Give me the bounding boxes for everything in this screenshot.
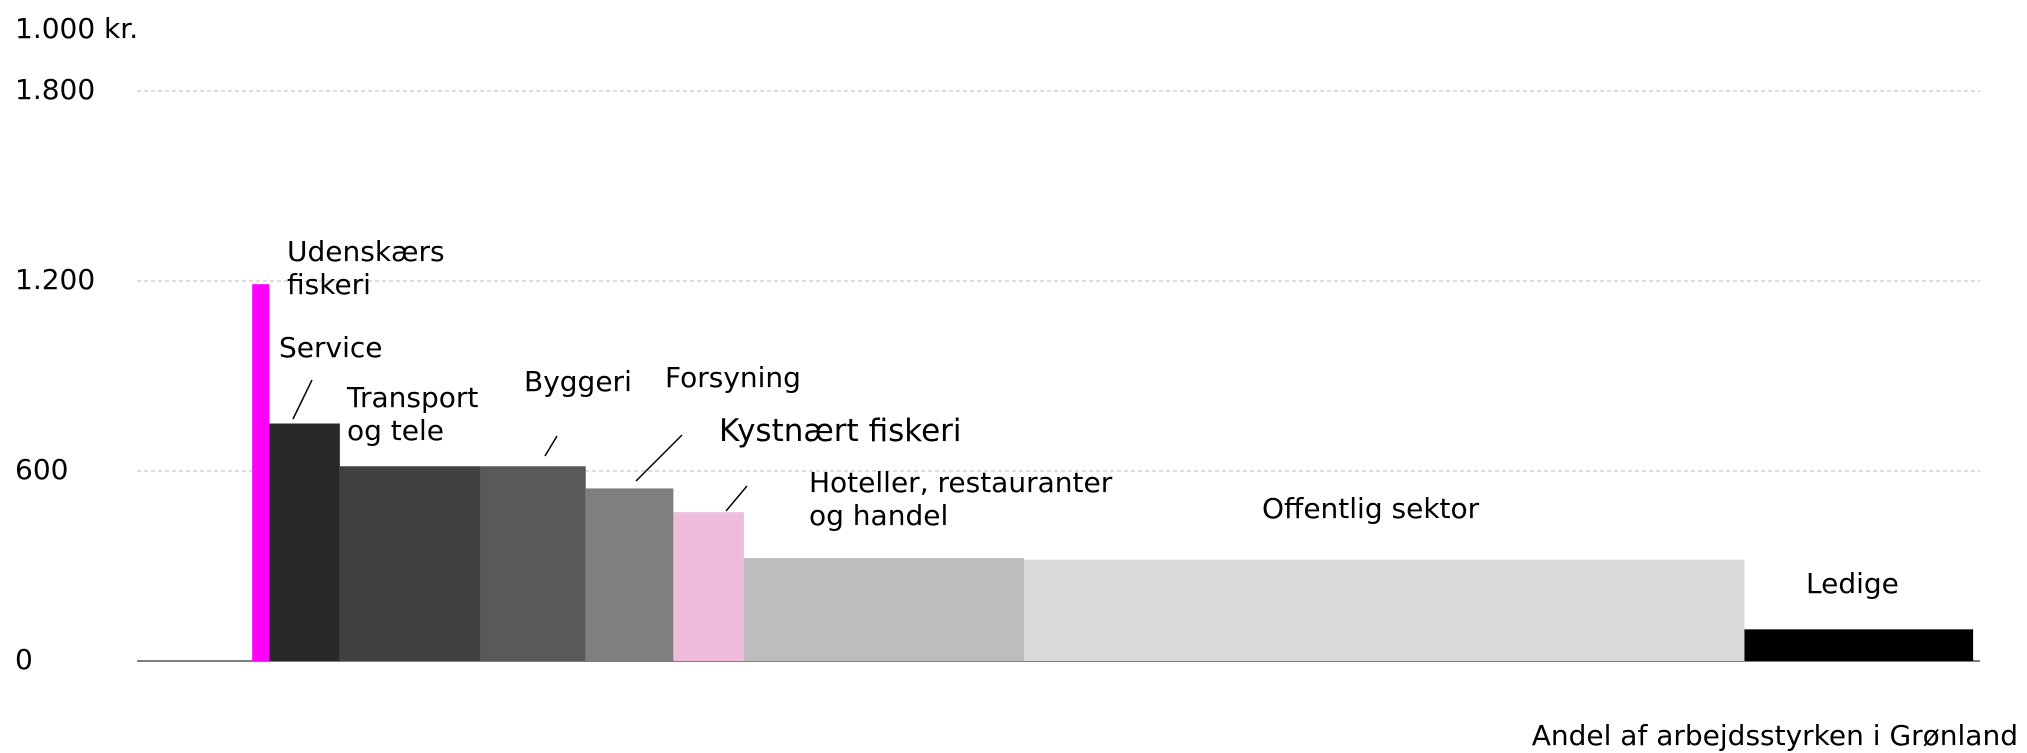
category-label: Udenskærs fiskeri [287, 235, 445, 301]
category-label: Offentlig sektor [1262, 492, 1480, 525]
leader-lines [292, 379, 748, 512]
bar [743, 558, 1025, 661]
bar [1024, 559, 1745, 661]
y-tick-label: 600 [15, 453, 68, 486]
category-label: Forsyning [665, 361, 801, 394]
category-label: Service [279, 331, 383, 364]
leader-line [292, 379, 313, 420]
category-label: Transport og tele [347, 381, 479, 447]
bar [252, 284, 270, 661]
category-label: Ledige [1806, 567, 1899, 600]
category-label: Kystnært fiskeri [719, 413, 962, 449]
bar [480, 466, 586, 661]
leader-line [544, 435, 558, 457]
leader-line [635, 434, 683, 482]
y-axis-unit: 1.000 kr. [15, 12, 138, 45]
y-tick-label: 1.200 [15, 263, 95, 296]
y-tick-label: 0 [15, 643, 33, 676]
leader-line [725, 485, 748, 512]
category-label: Byggeri [524, 365, 632, 398]
bar [1744, 629, 1974, 661]
bar [673, 512, 744, 661]
x-axis-label: Andel af arbejdsstyrken i Grønland [1532, 719, 2018, 752]
category-label: Hoteller, restauranter og handel [809, 466, 1113, 532]
bar [585, 488, 674, 661]
bar [339, 466, 481, 661]
bar [269, 423, 340, 661]
y-tick-label: 1.800 [15, 73, 95, 106]
